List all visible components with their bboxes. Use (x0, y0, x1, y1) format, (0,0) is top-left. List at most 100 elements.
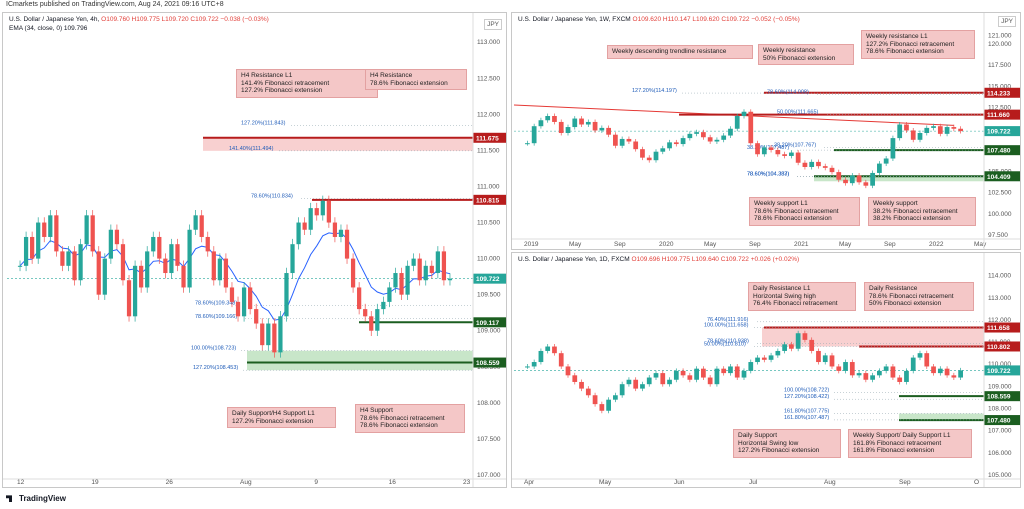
support-zone (899, 413, 984, 421)
candle-body (937, 368, 943, 374)
h4-note-daily-support: Daily Support/H4 Support L1 127.2% Fibon… (227, 407, 336, 428)
candle-body (626, 379, 632, 385)
daily-chart-svg[interactable]: 114.000113.000112.000111.000110.000109.0… (512, 253, 1021, 488)
y-tick-label: 109.500 (477, 292, 501, 299)
weekly-note-resistance-l1: Weekly resistance L1 127.2% Fibonacci re… (861, 30, 975, 59)
candle-body (290, 244, 295, 274)
h4-chart-svg[interactable]: 113.000 112.500 112.000 111.500 111.000 110.5… (3, 13, 507, 488)
candle-body (633, 379, 639, 389)
candle-body (924, 127, 930, 133)
candle-body (768, 355, 774, 360)
price-tag (984, 145, 1020, 156)
candle-body (870, 375, 875, 380)
fib-label: 50.00%(110.810) (704, 341, 746, 347)
candle-body (734, 116, 740, 129)
publish-header: ICmarkets published on TradingView.com, … (6, 1, 224, 8)
y-tick-label: 113.000 (477, 39, 500, 46)
candle-body (680, 138, 686, 145)
y-tick-label: 105.000 (988, 472, 1012, 479)
x-tick-label: Sep (884, 241, 896, 248)
x-tick-label: 2021 (794, 241, 809, 248)
weekly-currency-label[interactable]: JPY (998, 16, 1016, 27)
y-tick-label: 114.000 (988, 273, 1011, 280)
candle-body (640, 149, 645, 158)
candle-body (768, 147, 774, 150)
daily-ohlc: O109.696 H109.775 L109.640 C109.722 +0.0… (631, 256, 800, 263)
h4-currency-label[interactable]: JPY (484, 19, 502, 30)
candle-body (405, 265, 410, 295)
candle-body (538, 350, 544, 363)
candle-body (667, 142, 672, 149)
candle-body (802, 333, 808, 340)
x-tick-label: O (974, 479, 979, 486)
candle-body (653, 151, 659, 161)
x-tick-label: Aug (824, 479, 836, 486)
x-tick-label: Sep (614, 241, 626, 248)
candle-body (592, 121, 598, 131)
candle-body (599, 404, 605, 411)
candle-body (545, 346, 551, 351)
candle-body (145, 251, 150, 288)
candle-body (816, 350, 821, 363)
candle-body (417, 258, 422, 281)
candle-body (741, 111, 747, 116)
candle-body (387, 287, 392, 302)
candle-body (525, 143, 530, 145)
y-tick-label: 107.000 (988, 428, 1012, 435)
candle-body (241, 287, 247, 317)
candle-body (169, 244, 174, 274)
candle-body (606, 399, 611, 411)
fib-label: 141.40%(111.494) (229, 146, 274, 152)
candle-body (579, 381, 584, 389)
candle-body (816, 161, 821, 167)
candle-body (592, 395, 598, 405)
candle-body (843, 179, 848, 184)
y-tick-label: 112.000 (988, 317, 1011, 324)
candle-body (701, 132, 706, 138)
candle-body (308, 208, 313, 230)
price-tag-label: 111.658 (987, 325, 1010, 332)
candle-body (579, 118, 584, 125)
candle-body (802, 162, 808, 167)
candle-body (48, 215, 53, 237)
price-tag (473, 317, 506, 328)
candle-body (525, 366, 530, 368)
h4-note-support: H4 Support 78.6% Fibonacci retracement 7… (355, 404, 465, 433)
candle-body (917, 353, 923, 358)
price-tag (984, 126, 1020, 137)
tradingview-logo[interactable]: TradingView (6, 494, 66, 503)
candle-body (411, 258, 416, 266)
candle-body (931, 126, 936, 128)
y-tick-label: 111.000 (477, 183, 500, 190)
chart-panel-weekly[interactable]: 121.000120.000117.500115.000112.500110.0… (511, 12, 1021, 250)
candle-body (721, 135, 727, 140)
candle-body (558, 121, 564, 133)
candle-body (951, 127, 957, 129)
x-tick-label: Jun (674, 479, 685, 486)
chart-panel-daily[interactable]: 114.000113.000112.000111.000110.000109.0… (511, 252, 1021, 488)
y-tick-label: 115.000 (988, 83, 1011, 90)
candle-body (809, 161, 815, 167)
candle-body (897, 377, 903, 382)
candle-body (728, 128, 733, 136)
y-tick-label: 97.500 (988, 232, 1008, 239)
candle-body (701, 368, 706, 378)
fib-label: 100.00%(108.723) (191, 346, 236, 352)
candle-body (332, 222, 338, 237)
weekly-ohlc: O109.620 H110.147 L109.620 C109.722 −0.0… (632, 16, 800, 23)
candle-body (393, 273, 398, 288)
weekly-chart-svg[interactable]: 121.000120.000117.500115.000112.500110.0… (512, 13, 1021, 250)
fib-label: 76.40%(111.916) (707, 317, 749, 323)
weekly-note-support: Weekly support 38.2% Fibonacci retraceme… (868, 197, 976, 226)
price-tag (984, 391, 1020, 402)
y-tick-label: 107.000 (477, 472, 501, 479)
fib-label: 100.00%(108.722) (784, 388, 829, 394)
price-tag-label: 104.409 (987, 174, 1011, 181)
daily-note-support: Daily Support Horizontal Swing low 127.2… (733, 429, 841, 458)
y-tick-label: 110.500 (477, 220, 500, 227)
chart-panel-h4[interactable]: 113.000 112.500 112.000 111.500 111.000 110.5… (2, 12, 507, 488)
candle-body (714, 368, 720, 385)
candle-body (606, 127, 611, 135)
candle-body (755, 143, 760, 155)
candle-body (795, 333, 801, 349)
